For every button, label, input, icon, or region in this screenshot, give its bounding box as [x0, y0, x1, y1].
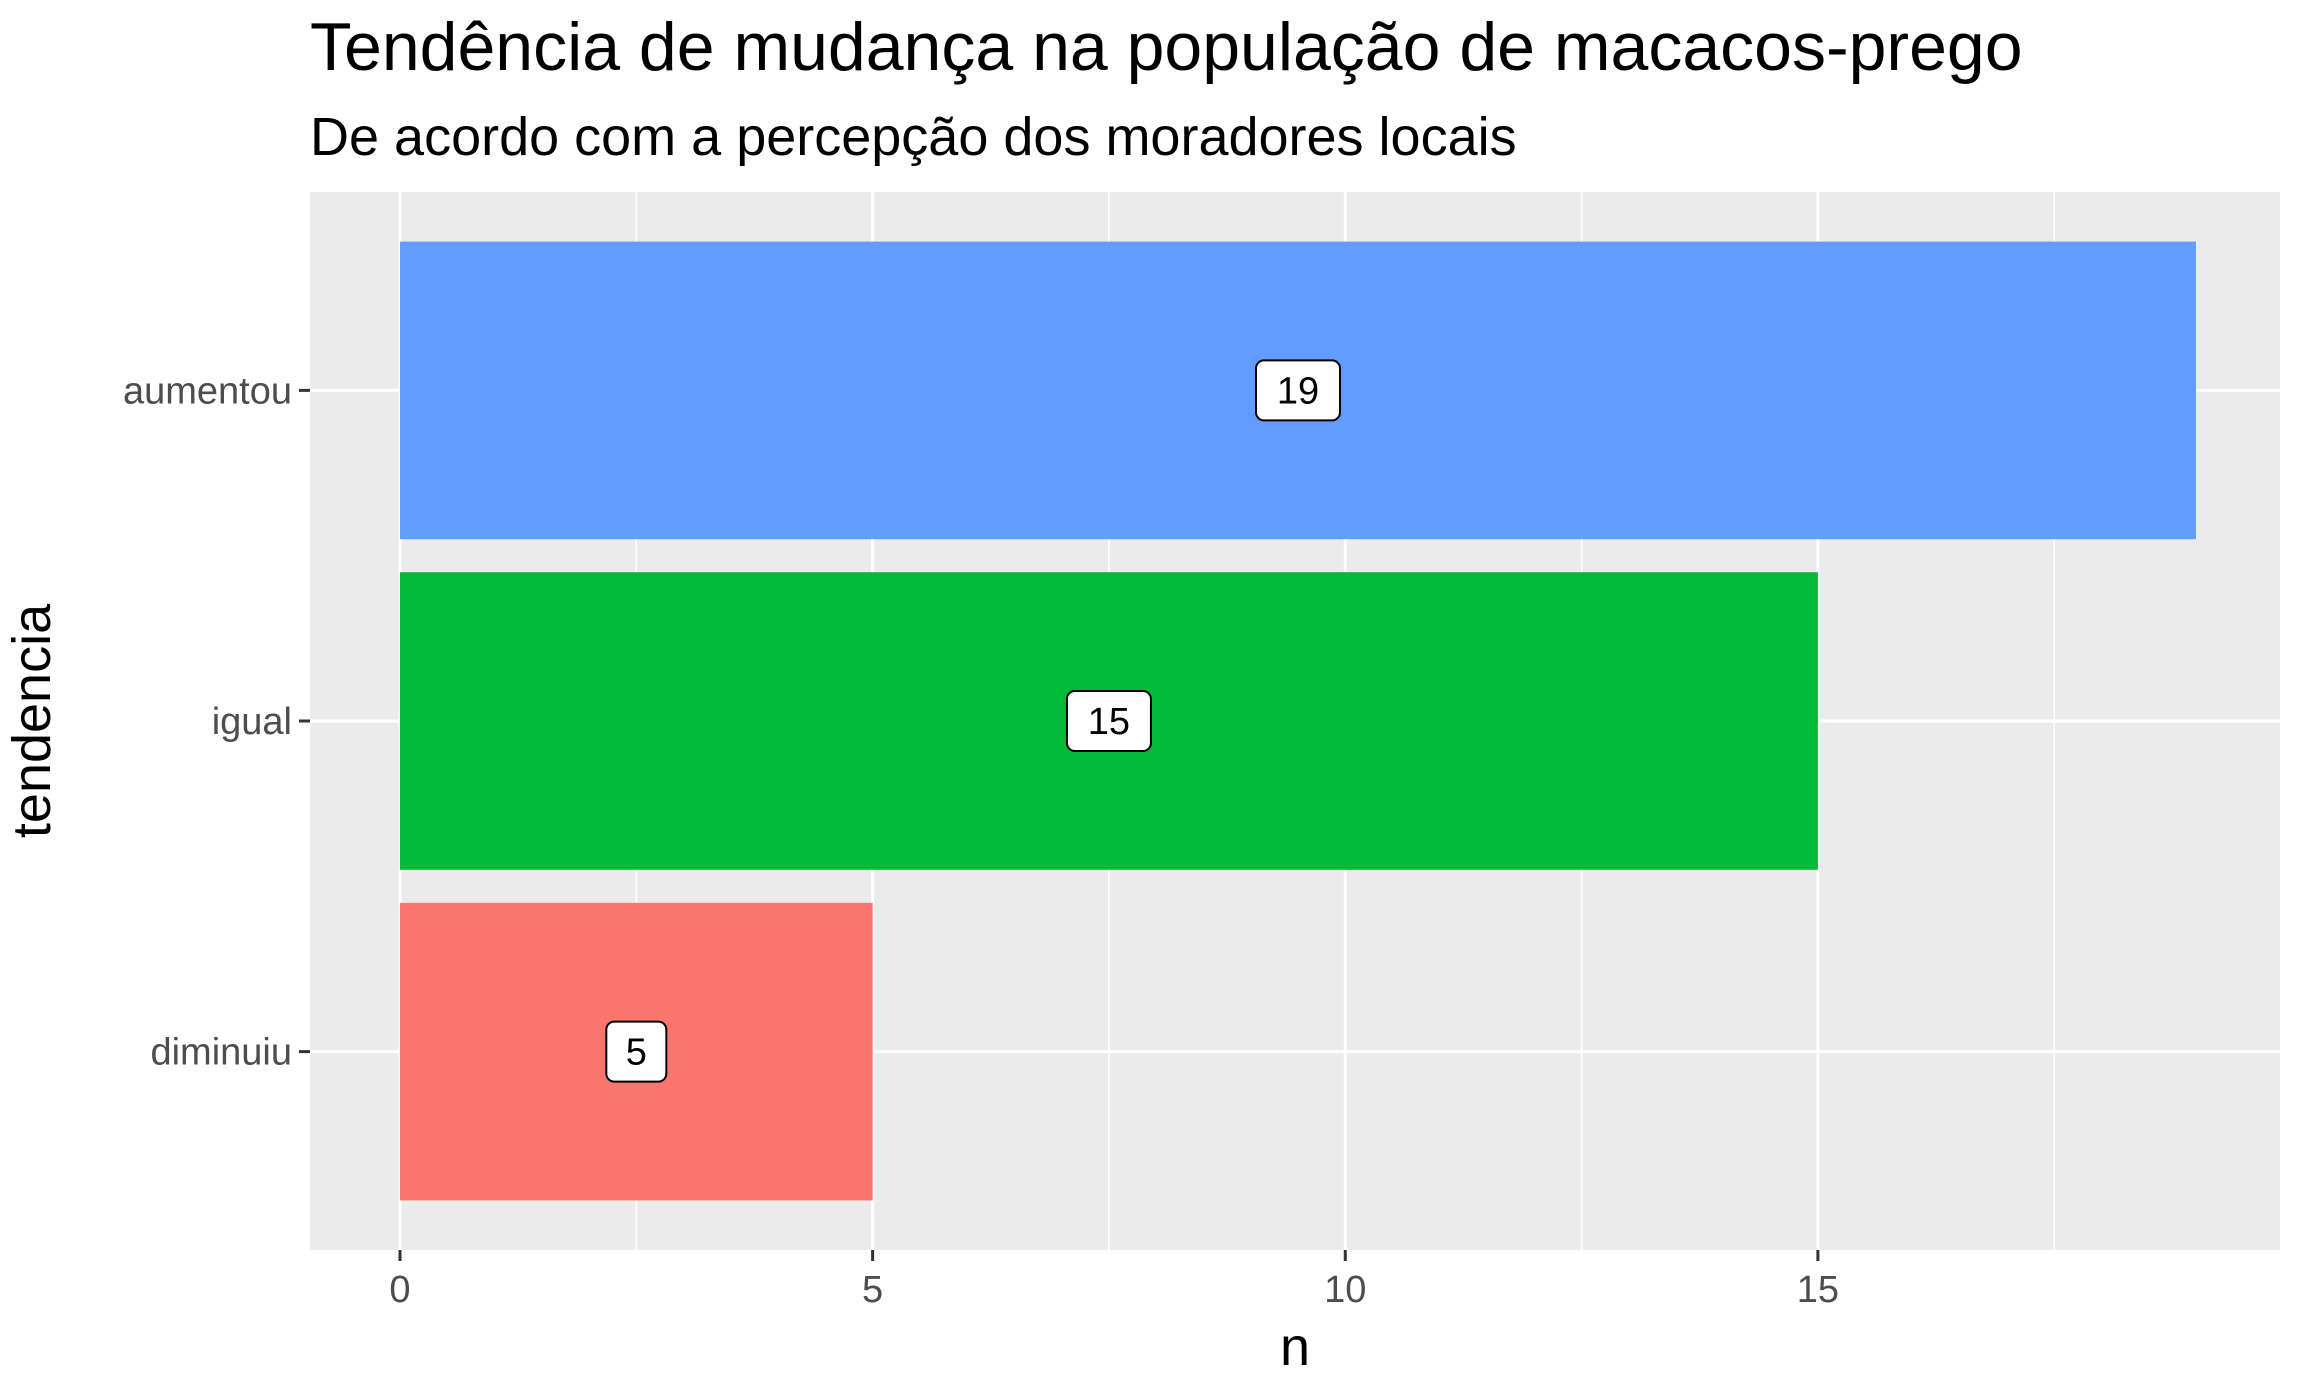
y-tick-label-aumentou: aumentou: [123, 370, 292, 412]
y-tick-label-igual: igual: [212, 701, 292, 743]
x-axis-title: n: [1280, 1317, 1310, 1377]
data-label-box: [1065, 690, 1152, 752]
data-label-igual: 15: [1088, 701, 1130, 743]
data-label-diminuiu: 5: [626, 1032, 647, 1074]
x-tick-label: 0: [389, 1269, 410, 1311]
x-tick-label: 10: [1324, 1269, 1366, 1311]
x-tick-label: 15: [1797, 1269, 1839, 1311]
chart-subtitle: De acordo com a percepção dos moradores …: [310, 107, 1517, 167]
x-tick-label: 5: [862, 1269, 883, 1311]
data-labels: 5 15 19: [605, 359, 1341, 1083]
y-axis: diminuiu igual aumentou: [123, 370, 310, 1074]
y-axis-title: tendencia: [2, 603, 62, 838]
data-label-box: [1255, 359, 1341, 422]
data-label-aumentou: 19: [1277, 370, 1319, 412]
x-axis: 0 5 10 15: [389, 1250, 1839, 1311]
chart-title: Tendência de mudança na população de mac…: [310, 9, 2023, 85]
data-label-box: [605, 1020, 668, 1083]
y-tick-label-diminuiu: diminuiu: [150, 1032, 292, 1074]
